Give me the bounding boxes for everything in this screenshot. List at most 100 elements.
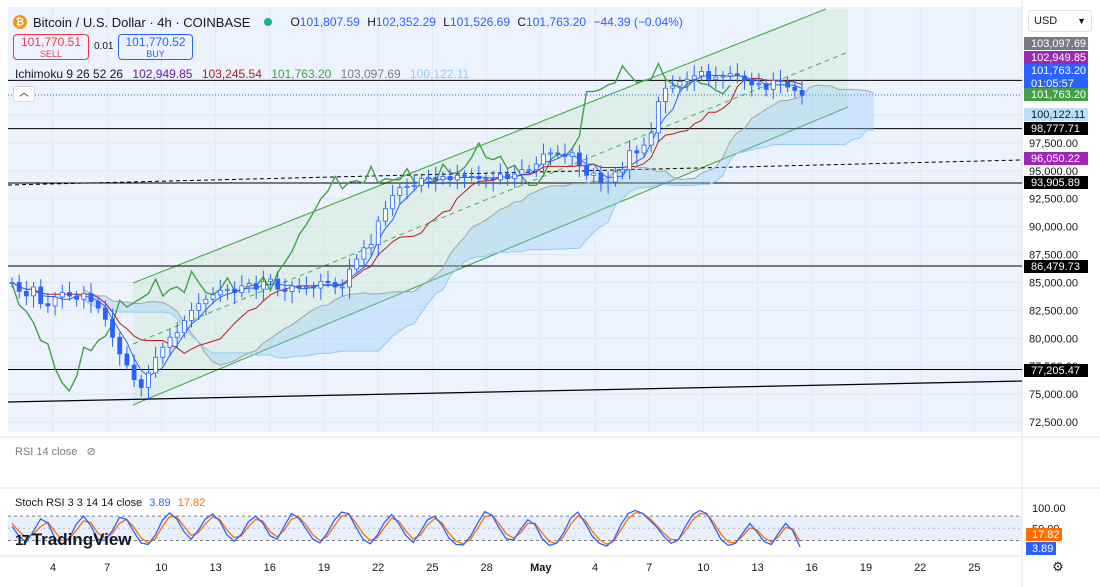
candle-body (418, 178, 424, 186)
candle-body (713, 76, 719, 80)
price-label-badge (1024, 88, 1088, 101)
candle-body (375, 220, 381, 245)
candle-body (174, 332, 180, 338)
candle-body (505, 173, 510, 180)
x-tick-label: 25 (426, 562, 438, 574)
currency-selector[interactable]: USD ▼ (1028, 10, 1092, 32)
candle-body (368, 244, 374, 249)
candle-body (490, 178, 496, 181)
candle-body (734, 73, 740, 77)
stoch-legend[interactable]: Stoch RSI 3 3 14 14 close 3.89 17.82 (15, 497, 205, 509)
x-tick-label: 16 (264, 562, 276, 574)
y-tick-label: 85,000.00 (1029, 277, 1078, 289)
candle-body (770, 79, 776, 90)
candle-body (146, 372, 151, 388)
candle-body (268, 278, 273, 282)
candle-body (59, 292, 65, 298)
candle-body (275, 278, 281, 290)
stoch-k-line (11, 509, 801, 548)
candle-body (74, 295, 80, 300)
stoch-d-badge (1026, 528, 1062, 541)
candle-body (620, 169, 625, 173)
candle-body (167, 336, 173, 348)
candle-body (476, 176, 482, 180)
candle-body (189, 310, 194, 321)
x-tick-label: 13 (209, 562, 221, 574)
y-tick-label: 82,500.00 (1029, 305, 1078, 317)
buy-price: 101,770.52 (125, 35, 186, 49)
stoch-k-badge (1026, 542, 1056, 555)
candle-body (691, 75, 697, 80)
x-tick-label: 22 (372, 562, 384, 574)
candle-body (670, 85, 676, 89)
candle-body (210, 294, 216, 300)
tradingview-logo[interactable]: 17 TradingView (15, 530, 132, 550)
ichimoku-kijun (11, 77, 803, 355)
candle-body (390, 194, 396, 210)
ichimoku-value-3: 101,763.20 (271, 67, 332, 81)
candle-body (67, 292, 72, 297)
candle-body (778, 79, 783, 82)
price-label-text: 103,097.69 (1031, 38, 1086, 50)
candle-body (203, 298, 209, 305)
collapse-legend-button[interactable]: ︿ (13, 86, 35, 102)
candle-body (727, 73, 733, 77)
price-label-badge (1024, 152, 1088, 165)
chevron-down-icon: ▼ (1077, 16, 1086, 26)
price-label-text: 96,050.22 (1031, 153, 1080, 165)
candle-body (519, 169, 525, 175)
candle-body (253, 283, 259, 290)
ichimoku-legend[interactable]: Ichimoku 9 26 52 26 102,949.85 103,245.5… (15, 67, 475, 81)
high-value: 102,352.29 (375, 15, 436, 29)
candle-body (541, 153, 546, 165)
candle-body (239, 285, 245, 293)
candle-body (663, 87, 668, 103)
candle-body (512, 173, 518, 180)
stoch-label: Stoch RSI 3 3 14 14 close (15, 497, 143, 509)
candle-body (311, 286, 317, 289)
price-label-text: 100,122.11 (1031, 109, 1085, 121)
buy-button[interactable]: 101,770.52 BUY (118, 34, 193, 60)
candle-body (684, 78, 690, 82)
stoch-tick-label: 100.00 (1032, 503, 1066, 515)
candle-body (569, 152, 575, 157)
price-label-text: 102,949.85 (1031, 52, 1086, 64)
y-tick-label: 97,500.00 (1029, 138, 1078, 150)
eye-off-icon[interactable]: ⊘ (86, 446, 96, 458)
bitcoin-icon: ₿ (13, 15, 27, 29)
price-label-text: 93,905.89 (1031, 177, 1080, 189)
candle-body (706, 71, 712, 80)
sell-button[interactable]: 101,770.51 SELL (13, 34, 89, 60)
candle-body (332, 282, 338, 288)
price-label-text: 101,763.20 (1031, 89, 1086, 101)
x-tick-label: 7 (104, 562, 110, 574)
candle-body (426, 177, 431, 180)
countdown-label: 01:05:57 (1031, 78, 1074, 90)
price-label-badge (1024, 176, 1088, 189)
candle-body (117, 336, 123, 355)
candle-body (246, 283, 252, 287)
candle-body (397, 187, 403, 196)
ichimoku-value-4: 103,097.69 (340, 67, 401, 81)
candle-body (548, 152, 554, 155)
candle-body (655, 101, 661, 134)
rsi-legend[interactable]: RSI 14 close ⊘ (15, 445, 96, 458)
x-tick-label: 7 (646, 562, 652, 574)
stoch-k-badge-text: 3.89 (1032, 543, 1053, 555)
symbol-header: ₿ Bitcoin / U.S. Dollar · 4h · COINBASE … (13, 13, 683, 31)
stoch-d-line (11, 512, 801, 545)
price-label-badge (1024, 364, 1088, 377)
candle-body (282, 288, 288, 292)
x-tick-label: 13 (751, 562, 763, 574)
candle-body (296, 285, 302, 289)
stoch-k-value: 3.89 (149, 497, 171, 509)
symbol-title[interactable]: Bitcoin / U.S. Dollar · 4h · COINBASE (33, 14, 251, 30)
candle-body (411, 184, 417, 187)
candle-body (23, 291, 29, 297)
ichimoku-value-1: 102,949.85 (132, 67, 193, 81)
candle-body (318, 280, 324, 289)
candle-body (95, 301, 101, 309)
market-open-icon (264, 18, 273, 26)
candle-body (612, 171, 618, 183)
